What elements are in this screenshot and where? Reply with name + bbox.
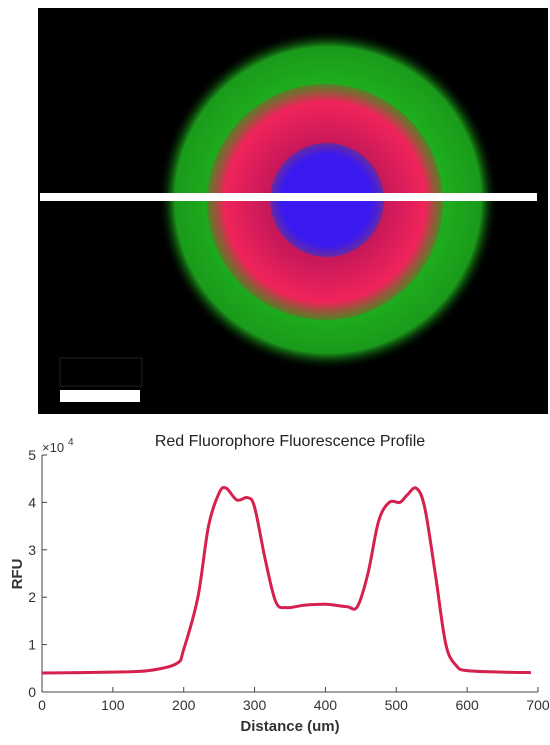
profile-line (41, 485, 531, 675)
y-tick-label: 2 (28, 589, 36, 605)
y-scale-base: ×10 (42, 440, 64, 455)
x-axis-label: Distance (um) (240, 718, 339, 735)
y-tick-label: 0 (28, 684, 36, 700)
x-tick-label: 500 (385, 697, 409, 713)
y-tick-label: 3 (28, 542, 36, 558)
x-tick-label: 300 (243, 697, 267, 713)
y-tick-label: 1 (28, 637, 36, 653)
x-tick-label: 600 (455, 697, 479, 713)
y-axis-label: RFU (9, 559, 26, 590)
x-tick-label: 700 (526, 697, 550, 713)
y-scale-exponent: 4 (68, 437, 74, 448)
y-tick-label: 4 (28, 494, 36, 510)
chart-title: Red Fluorophore Fluorescence Profile (155, 433, 425, 450)
micrograph (38, 8, 548, 414)
y-tick-label: 5 (28, 447, 36, 463)
x-tick-label: 400 (314, 697, 338, 713)
x-tick-label: 100 (101, 697, 125, 713)
x-tick-label: 0 (38, 697, 46, 713)
x-tick-label: 200 (172, 697, 196, 713)
